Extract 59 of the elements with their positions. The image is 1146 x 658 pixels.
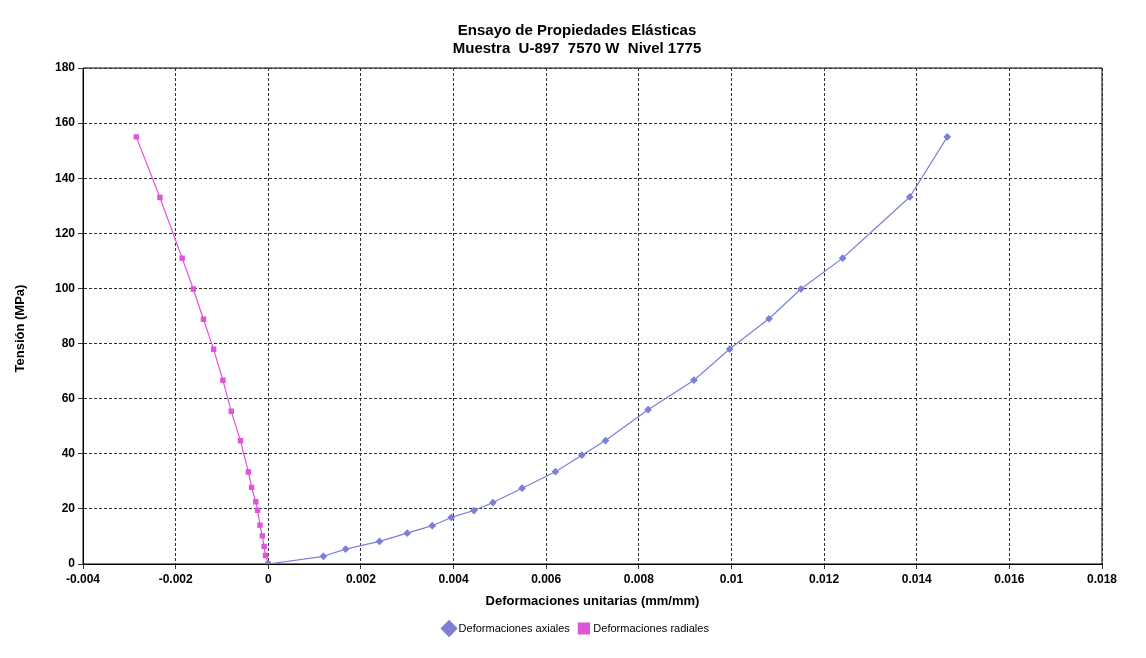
point <box>133 134 140 140</box>
y-axis-title: Tensión (MPa) <box>12 284 28 372</box>
point <box>259 533 265 539</box>
x-tick-label: 0.008 <box>623 571 655 586</box>
y-tick-label: 120 <box>54 225 76 240</box>
x-tick-label: 0.018 <box>1086 571 1118 586</box>
y-tick-label: 100 <box>54 280 76 295</box>
x-tick-label: 0.01 <box>719 571 744 586</box>
point <box>190 286 196 292</box>
x-tick-label: 0.016 <box>994 571 1025 586</box>
point <box>254 507 261 513</box>
point <box>578 451 586 459</box>
point <box>220 377 226 383</box>
point <box>765 315 773 323</box>
point <box>403 529 411 537</box>
y-tick-label: 20 <box>61 501 76 516</box>
point <box>375 537 384 545</box>
point <box>319 552 328 560</box>
x-axis-title: Deformaciones unitarias (mm/mm) <box>485 592 700 608</box>
y-tick-label: 40 <box>61 446 76 461</box>
chart-title: Ensayo de Propiedades Elásticas <box>457 21 697 39</box>
point <box>726 345 734 353</box>
point <box>428 522 436 530</box>
y-tick-label: 160 <box>54 115 76 130</box>
x-tick-label: 0.014 <box>901 571 933 586</box>
legend-label: Deformaciones radiales <box>593 621 710 634</box>
point <box>470 506 478 515</box>
y-tick-label: 60 <box>61 390 76 405</box>
point <box>261 543 267 550</box>
legend-label: Deformaciones axiales <box>458 621 571 634</box>
point <box>551 468 560 476</box>
point <box>943 133 951 141</box>
point <box>906 193 914 201</box>
point <box>245 469 252 475</box>
chart-subtitle: Muestra U-897 7570 W Nivel 1775 <box>452 39 702 57</box>
point <box>342 545 350 553</box>
x-tick-label: 0 <box>264 571 272 586</box>
point <box>839 254 847 262</box>
x-tick-label: 0.012 <box>809 571 840 586</box>
x-tick-label: 0.004 <box>438 571 469 586</box>
point <box>179 255 185 261</box>
y-tick-label: 140 <box>54 170 76 185</box>
y-tick-label: 0 <box>68 556 76 571</box>
x-tick-label: -0.002 <box>158 571 193 586</box>
y-tick-label: 80 <box>61 335 76 350</box>
point <box>157 194 163 201</box>
point <box>447 513 455 522</box>
x-tick-label: 0.002 <box>345 571 377 586</box>
point <box>644 406 652 414</box>
point <box>228 408 234 415</box>
point <box>253 499 259 505</box>
x-tick-label: -0.004 <box>66 571 101 586</box>
point <box>257 522 263 528</box>
point <box>518 484 526 492</box>
point <box>690 376 698 384</box>
y-tick-label: 180 <box>54 60 76 75</box>
point <box>237 438 244 444</box>
point <box>489 498 497 507</box>
x-tick-label: 0.006 <box>531 571 562 586</box>
